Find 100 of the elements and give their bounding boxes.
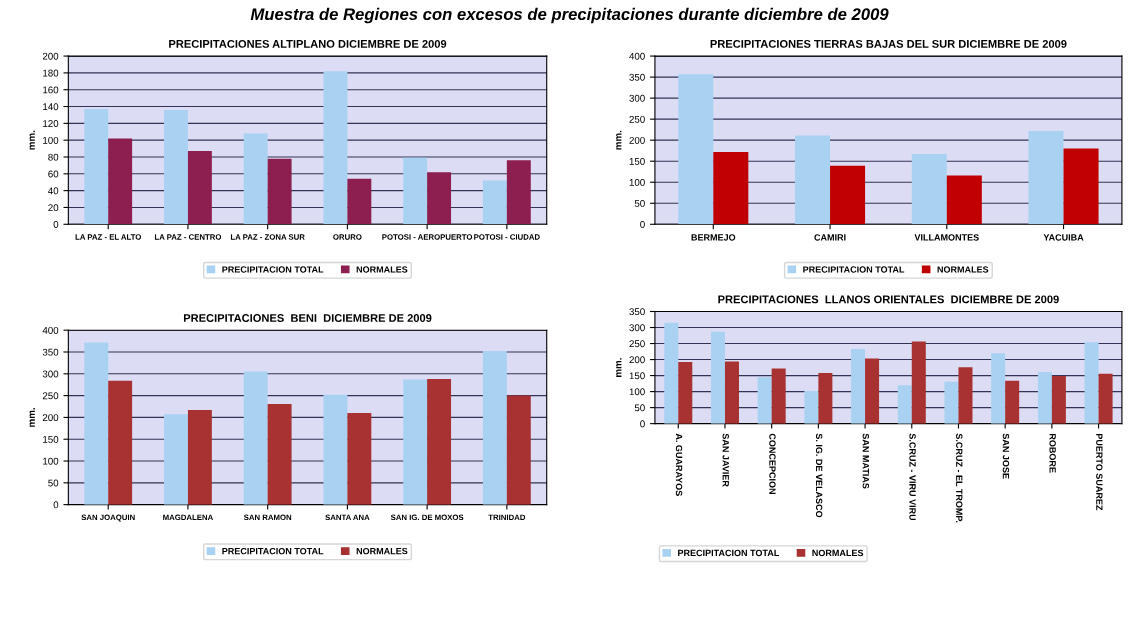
x-tick-label: S. IG. DE VELASCO — [815, 433, 823, 518]
bar — [403, 379, 428, 505]
bar — [851, 348, 866, 424]
bar — [664, 322, 679, 424]
bar — [1028, 130, 1064, 225]
y-tick-label: 150 — [629, 372, 645, 380]
x-tick-label: S.CRUZ - VIRU VIRU — [909, 433, 916, 521]
bar — [991, 353, 1006, 424]
bar — [403, 157, 428, 225]
y-tick-label: 300 — [629, 94, 645, 102]
bar — [1063, 148, 1099, 225]
y-tick-label: 100 — [43, 457, 59, 465]
y-tick-label: 300 — [42, 370, 59, 378]
bar — [710, 331, 725, 424]
bar — [1098, 373, 1113, 424]
bar — [323, 71, 348, 225]
y-tick-label: 160 — [43, 86, 59, 94]
bar — [187, 410, 212, 505]
y-tick-label: 200 — [629, 356, 645, 364]
legend-label: NORMALES — [356, 266, 408, 273]
y-axis-title: mm. — [29, 130, 35, 150]
y-tick-label: 80 — [48, 153, 59, 161]
text: Muestra de Regiones con excesos de precipitaciones durante diciembre de 2009 — [250, 7, 889, 24]
bar — [795, 135, 831, 225]
y-tick-label: 0 — [640, 221, 645, 228]
y-tick-label: 180 — [43, 69, 59, 77]
x-tick-label: CAMIRI — [814, 234, 846, 241]
bar — [323, 394, 348, 505]
bar — [267, 158, 292, 225]
y-tick-label: 350 — [42, 348, 59, 356]
x-tick-label: SAN MATIAS — [862, 433, 870, 489]
chart-title: PRECIPITACIONES TIERRAS BAJAS DEL SUR DICIEMBRE DE 2009 — [710, 39, 1067, 48]
bar — [958, 367, 973, 424]
bar — [427, 172, 452, 225]
bar — [243, 133, 268, 225]
bar — [187, 151, 212, 225]
bar — [771, 368, 786, 424]
y-tick-label: 100 — [43, 136, 59, 144]
y-tick-label: 100 — [629, 388, 645, 396]
y-tick-label: 200 — [629, 136, 645, 144]
bar — [84, 109, 109, 225]
bar — [724, 361, 739, 424]
y-tick-label: 20 — [48, 204, 59, 212]
legend-label: PRECIPITACION TOTAL — [222, 266, 324, 273]
bar — [347, 413, 372, 505]
bar — [911, 154, 947, 225]
y-axis-title: mm. — [616, 130, 622, 150]
chart-title: PRECIPITACIONES LLANOS ORIENTALES DICIEMBRE DE 2009 — [718, 295, 1059, 304]
y-tick-label: 250 — [629, 340, 645, 348]
bar — [865, 358, 880, 424]
bar — [1037, 372, 1052, 424]
bar — [506, 395, 531, 505]
y-tick-label: 400 — [629, 52, 645, 60]
bar — [164, 109, 188, 225]
bar — [482, 180, 507, 225]
bar — [944, 381, 959, 424]
bar — [347, 178, 372, 225]
y-tick-label: 250 — [42, 392, 59, 400]
x-tick-label: S.CRUZ - EL TROMP. — [956, 433, 963, 523]
y-tick-label: 200 — [42, 52, 59, 60]
y-tick-label: 150 — [43, 435, 59, 443]
x-tick-label: PUERTO SUAREZ — [1096, 433, 1103, 511]
bar — [757, 377, 772, 424]
y-tick-label: 400 — [42, 326, 59, 334]
bar — [243, 371, 268, 505]
bar — [1084, 342, 1099, 424]
y-tick-label: 150 — [629, 157, 645, 165]
y-tick-label: 50 — [634, 199, 645, 207]
bar — [678, 74, 714, 225]
bar — [946, 175, 982, 225]
legend-label: NORMALES — [356, 547, 408, 555]
y-axis-title: mm. — [29, 408, 35, 427]
y-tick-label: 50 — [48, 479, 59, 487]
bar — [911, 341, 926, 424]
bar — [818, 373, 833, 424]
y-tick-label: 140 — [43, 103, 59, 111]
y-tick-label: 50 — [634, 404, 645, 412]
y-axis-title: mm. — [616, 358, 622, 377]
chart-title: PRECIPITACIONES BENI DICIEMBRE DE 2009 — [183, 314, 432, 322]
bar — [1051, 375, 1066, 424]
legend-label: PRECIPITACION TOTAL — [222, 547, 324, 555]
bar — [506, 160, 531, 225]
bar — [713, 151, 749, 225]
bar — [678, 362, 693, 424]
bar — [897, 385, 912, 424]
y-tick-label: 350 — [629, 73, 645, 81]
legend-label: NORMALES — [937, 266, 989, 273]
bar — [804, 390, 819, 424]
x-tick-label: VILLAMONTES — [914, 234, 979, 241]
y-tick-label: 40 — [48, 187, 59, 195]
legend-label: PRECIPITACION TOTAL — [678, 549, 780, 557]
y-tick-label: 100 — [629, 178, 645, 186]
y-tick-label: 0 — [53, 501, 59, 509]
bar — [482, 351, 507, 505]
legend-label: NORMALES — [812, 549, 864, 557]
y-tick-label: 120 — [43, 120, 59, 127]
x-tick-label: YACUIBA — [1043, 234, 1084, 241]
y-tick-label: 350 — [629, 308, 645, 316]
bar — [830, 165, 866, 225]
y-tick-label: 200 — [42, 414, 59, 422]
